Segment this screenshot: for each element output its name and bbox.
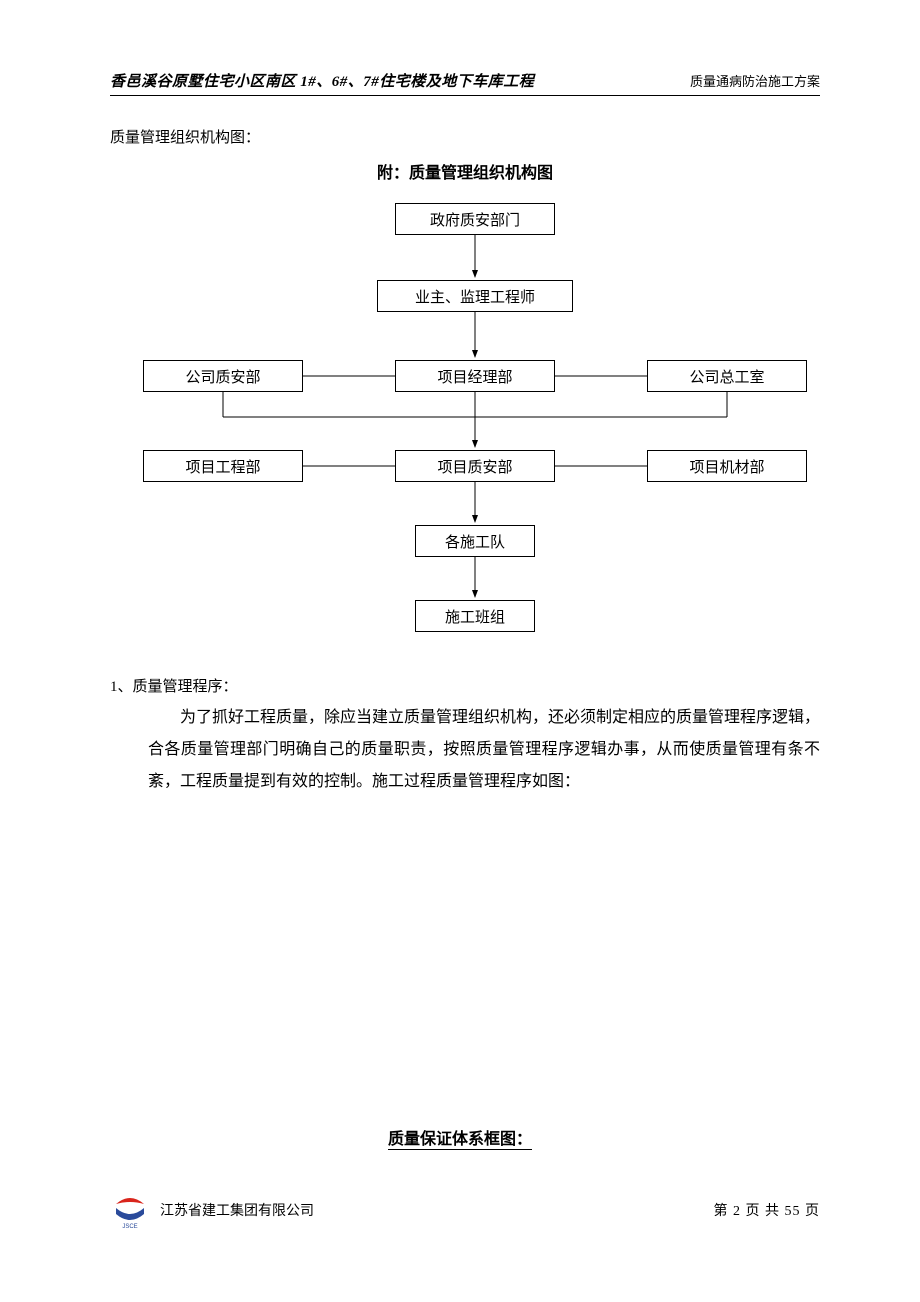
qa-framework-title: 质量保证体系框图： [0, 1125, 920, 1149]
flowchart-connectors [115, 195, 815, 655]
node-construction-teams: 各施工队 [415, 525, 535, 557]
node-owner-supervisor: 业主、监理工程师 [377, 280, 573, 312]
node-proj-material: 项目机材部 [647, 450, 807, 482]
page-footer: JSCE 江苏省建工集团有限公司 第 2 页 共 55 页 [110, 1190, 820, 1230]
flowchart-title: 附：质量管理组织机构图 [110, 159, 820, 183]
header-project-title: 香邑溪谷原墅住宅小区南区 1#、6#、7#住宅楼及地下车库工程 [110, 70, 534, 91]
qa-framework-title-text: 质量保证体系框图： [388, 1131, 532, 1150]
footer-pagination: 第 2 页 共 55 页 [714, 1200, 821, 1220]
page-prefix: 第 [714, 1204, 729, 1219]
intro-text: 质量管理组织机构图： [110, 126, 820, 147]
node-construction-crew: 施工班组 [415, 600, 535, 632]
page-total: 55 [785, 1204, 801, 1219]
node-project-mgr: 项目经理部 [395, 360, 555, 392]
node-gov-dept: 政府质安部门 [395, 203, 555, 235]
node-proj-qa-dept: 项目质安部 [395, 450, 555, 482]
page-mid: 页 共 [746, 1204, 781, 1219]
footer-left: JSCE 江苏省建工集团有限公司 [110, 1190, 314, 1230]
node-chief-eng: 公司总工室 [647, 360, 807, 392]
company-logo-icon: JSCE [110, 1190, 150, 1230]
section-1-heading: 1、质量管理程序： [110, 675, 820, 696]
section-1-text: 为了抓好工程质量，除应当建立质量管理组织机构，还必须制定相应的质量管理程序逻辑，… [148, 702, 820, 798]
footer-company-name: 江苏省建工集团有限公司 [160, 1200, 314, 1220]
node-company-qa: 公司质安部 [143, 360, 303, 392]
node-proj-eng-dept: 项目工程部 [143, 450, 303, 482]
svg-text:JSCE: JSCE [122, 1224, 137, 1230]
section-1-paragraph: 为了抓好工程质量，除应当建立质量管理组织机构，还必须制定相应的质量管理程序逻辑，… [148, 702, 820, 798]
page-current: 2 [733, 1204, 741, 1219]
header-doc-type: 质量通病防治施工方案 [690, 71, 820, 90]
page-header: 香邑溪谷原墅住宅小区南区 1#、6#、7#住宅楼及地下车库工程 质量通病防治施工… [110, 70, 820, 96]
org-flowchart: 政府质安部门 业主、监理工程师 公司质安部 项目经理部 公司总工室 项目工程部 … [115, 195, 815, 655]
page-suffix: 页 [805, 1204, 820, 1219]
